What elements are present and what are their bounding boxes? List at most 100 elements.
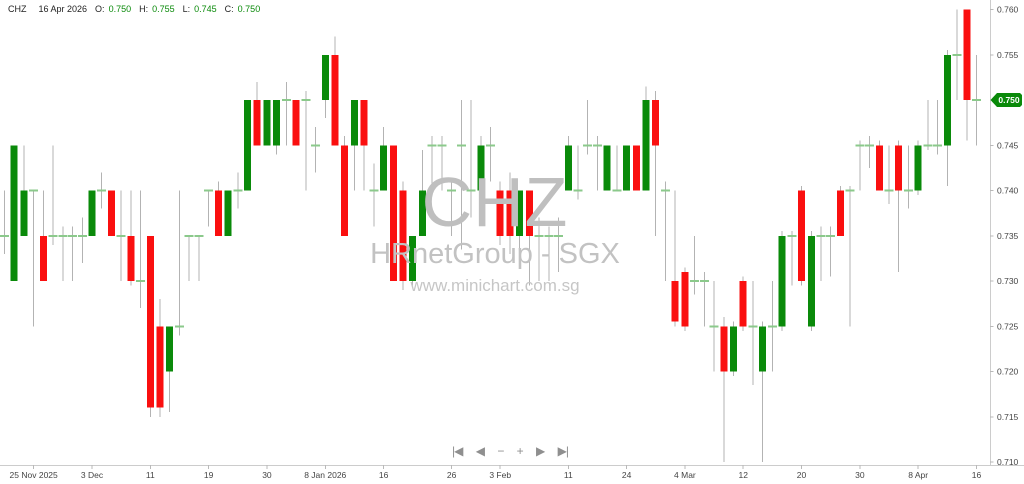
candle-doji-mark bbox=[583, 144, 593, 147]
candle-body-up bbox=[244, 100, 251, 191]
candle-body-up bbox=[516, 190, 524, 236]
candle-doji-mark bbox=[58, 234, 68, 237]
candle-body-down bbox=[720, 326, 728, 372]
y-axis-label: 0.715 bbox=[997, 412, 1019, 422]
candle-body-down bbox=[895, 145, 903, 191]
candle-body-down bbox=[652, 100, 660, 146]
x-axis-label: 8 Apr bbox=[908, 470, 928, 480]
candle-body-up bbox=[409, 235, 417, 281]
candle-body-down bbox=[671, 281, 679, 322]
candle-body-down bbox=[496, 190, 504, 236]
candle-doji-mark bbox=[29, 189, 39, 192]
ohlc-header: CHZ 16 Apr 2026 O: 0.750 H: 0.755 L: 0.7… bbox=[8, 4, 260, 14]
candle-body-up bbox=[477, 145, 485, 191]
candle-doji-mark bbox=[612, 189, 622, 192]
candle-body-down bbox=[292, 100, 300, 146]
last-price-badge-label: 0.750 bbox=[998, 95, 1020, 105]
candle-body-up bbox=[807, 235, 815, 327]
x-axis-label: 11 bbox=[564, 470, 573, 480]
candle-body-down bbox=[632, 145, 640, 191]
candle-doji-mark bbox=[855, 144, 865, 147]
candle-doji-mark bbox=[933, 144, 943, 147]
x-axis-label: 11 bbox=[146, 470, 155, 480]
candle-doji-mark bbox=[281, 99, 291, 101]
candle-body-down bbox=[836, 190, 844, 236]
open-field: O: 0.750 bbox=[95, 4, 131, 14]
zoom-out-button[interactable]: − bbox=[497, 444, 504, 458]
go-next-button[interactable]: ▶ bbox=[536, 444, 545, 458]
candle-doji-mark bbox=[699, 280, 709, 282]
x-axis-label: 25 Nov 2025 bbox=[10, 470, 58, 480]
candle-body-down bbox=[875, 145, 883, 191]
x-axis-label: 20 bbox=[797, 470, 807, 480]
candle-doji-mark bbox=[816, 234, 826, 237]
candle-doji-mark bbox=[194, 234, 204, 237]
y-axis-label: 0.735 bbox=[997, 231, 1019, 241]
y-axis-label: 0.740 bbox=[997, 186, 1019, 196]
x-axis-label: 30 bbox=[855, 470, 865, 480]
candle-body-up bbox=[418, 190, 426, 236]
candle-body-up bbox=[778, 235, 786, 327]
candle-body-up bbox=[20, 190, 28, 236]
open-value: 0.750 bbox=[108, 4, 132, 14]
candle-doji-mark bbox=[845, 189, 855, 192]
low-label: L: bbox=[182, 4, 191, 14]
candle-body-down bbox=[360, 100, 368, 146]
ticker-symbol: CHZ bbox=[8, 4, 27, 14]
candle-body-up bbox=[564, 145, 572, 191]
candle-body-up bbox=[759, 326, 767, 372]
candle-doji-mark bbox=[486, 144, 495, 147]
candle-body-down bbox=[389, 145, 397, 281]
candle-doji-mark bbox=[592, 144, 602, 147]
candle-body-down bbox=[341, 145, 349, 236]
candle-doji-mark bbox=[369, 189, 379, 192]
go-last-button[interactable]: ▶| bbox=[557, 444, 569, 458]
zoom-in-button[interactable]: + bbox=[516, 444, 524, 458]
candle-doji-mark bbox=[311, 144, 321, 147]
candle-doji-mark bbox=[884, 189, 894, 192]
candle-doji-mark bbox=[301, 99, 311, 101]
candle-body-up bbox=[224, 190, 232, 236]
candle-doji-mark bbox=[136, 280, 146, 282]
candle-body-down bbox=[39, 235, 47, 281]
x-axis-label: 24 bbox=[622, 470, 632, 480]
candle-body-down bbox=[506, 190, 514, 236]
y-axis-label: 0.745 bbox=[997, 140, 1019, 150]
candle-body-up bbox=[321, 54, 329, 100]
candle-doji-mark bbox=[233, 189, 243, 192]
candle-doji-mark bbox=[660, 189, 670, 192]
candle-doji-mark bbox=[709, 325, 719, 328]
candle-body-down bbox=[739, 281, 747, 327]
candle-body-down bbox=[156, 326, 164, 408]
candle-doji-mark bbox=[903, 189, 913, 192]
y-axis-label: 0.720 bbox=[997, 367, 1019, 377]
candle-body-up bbox=[10, 145, 18, 281]
candle-body-down bbox=[525, 190, 533, 236]
candle-doji-mark bbox=[554, 234, 564, 237]
y-axis-label: 0.760 bbox=[997, 5, 1019, 15]
chart-nav: |◀ ◀ − + ▶ ▶| bbox=[0, 444, 1020, 458]
candle-doji-mark bbox=[972, 99, 981, 101]
go-first-button[interactable]: |◀ bbox=[452, 444, 463, 458]
go-prev-button[interactable]: ◀ bbox=[475, 444, 485, 458]
candle-body-up bbox=[623, 145, 631, 191]
y-axis-label: 0.725 bbox=[997, 321, 1019, 331]
x-axis-label: 16 bbox=[972, 470, 982, 480]
open-label: O: bbox=[95, 4, 105, 14]
x-axis-label: 3 Feb bbox=[489, 470, 511, 480]
high-label: H: bbox=[139, 4, 149, 14]
y-axis-label: 0.755 bbox=[997, 50, 1019, 60]
candle-doji-mark bbox=[923, 144, 933, 147]
candle-body-down bbox=[253, 100, 261, 146]
candle-body-up bbox=[943, 54, 951, 146]
x-axis-label: 16 bbox=[379, 470, 389, 480]
candle-doji-mark bbox=[68, 234, 78, 237]
candle-doji-mark bbox=[544, 234, 554, 237]
candle-body-down bbox=[331, 54, 339, 146]
candle-body-down bbox=[146, 235, 154, 408]
candle-body-up bbox=[642, 100, 650, 191]
candle-doji-mark bbox=[447, 189, 457, 192]
candle-doji-mark bbox=[573, 189, 583, 192]
